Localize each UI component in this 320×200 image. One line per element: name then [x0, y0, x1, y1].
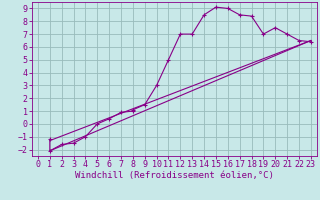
X-axis label: Windchill (Refroidissement éolien,°C): Windchill (Refroidissement éolien,°C): [75, 171, 274, 180]
